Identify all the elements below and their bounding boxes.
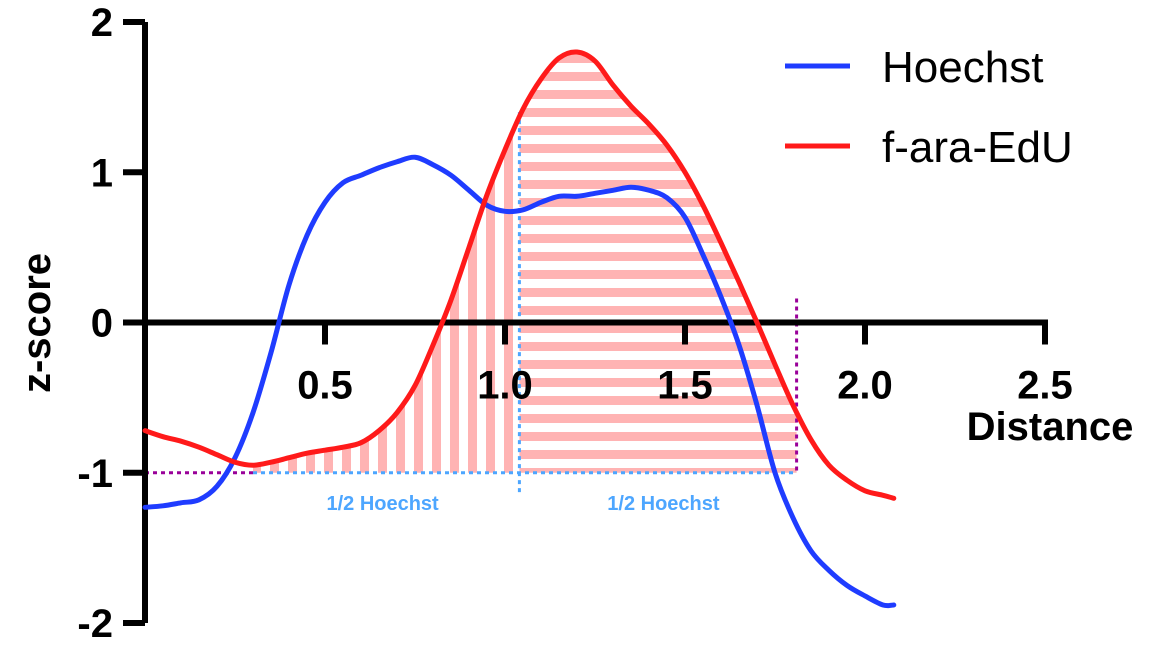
x-tick-label: 1.5 xyxy=(657,364,713,408)
shaded-region-2 xyxy=(519,52,797,473)
y-tick-label: -1 xyxy=(77,452,113,496)
shaded-regions xyxy=(253,52,797,473)
legend-label: f-ara-EdU xyxy=(882,123,1073,172)
axes: 2 1 0 -1 -2 0.5 1.0 1.5 2.0 2.5 xyxy=(77,1,1072,646)
x-tick-label: 0.5 xyxy=(297,364,353,408)
series-lines xyxy=(142,49,897,609)
x-axis-title: Distance xyxy=(967,405,1134,449)
legend-label: Hoechst xyxy=(882,43,1043,92)
annotations: 1/2 Hoechst 1/2 Hoechst xyxy=(326,493,719,515)
y-tick-label: 0 xyxy=(91,302,113,346)
annotation-label: 1/2 Hoechst xyxy=(326,493,439,515)
x-tick-label: 2.0 xyxy=(837,364,893,408)
series-line-hoechst xyxy=(142,154,897,609)
reference-lines xyxy=(145,112,799,495)
y-tick-label: 1 xyxy=(91,151,113,195)
x-tick-label: 2.5 xyxy=(1017,364,1073,408)
annotation-label: 1/2 Hoechst xyxy=(607,493,720,515)
x-tick-label: 1.0 xyxy=(477,364,533,408)
y-axis-title: z-score xyxy=(15,253,59,393)
series-line-f-ara-edu xyxy=(142,49,897,501)
shaded-region-1 xyxy=(253,117,520,473)
y-tick-label: -2 xyxy=(77,602,113,646)
legend: Hoechst f-ara-EdU xyxy=(785,43,1073,172)
y-tick-label: 2 xyxy=(91,1,113,45)
